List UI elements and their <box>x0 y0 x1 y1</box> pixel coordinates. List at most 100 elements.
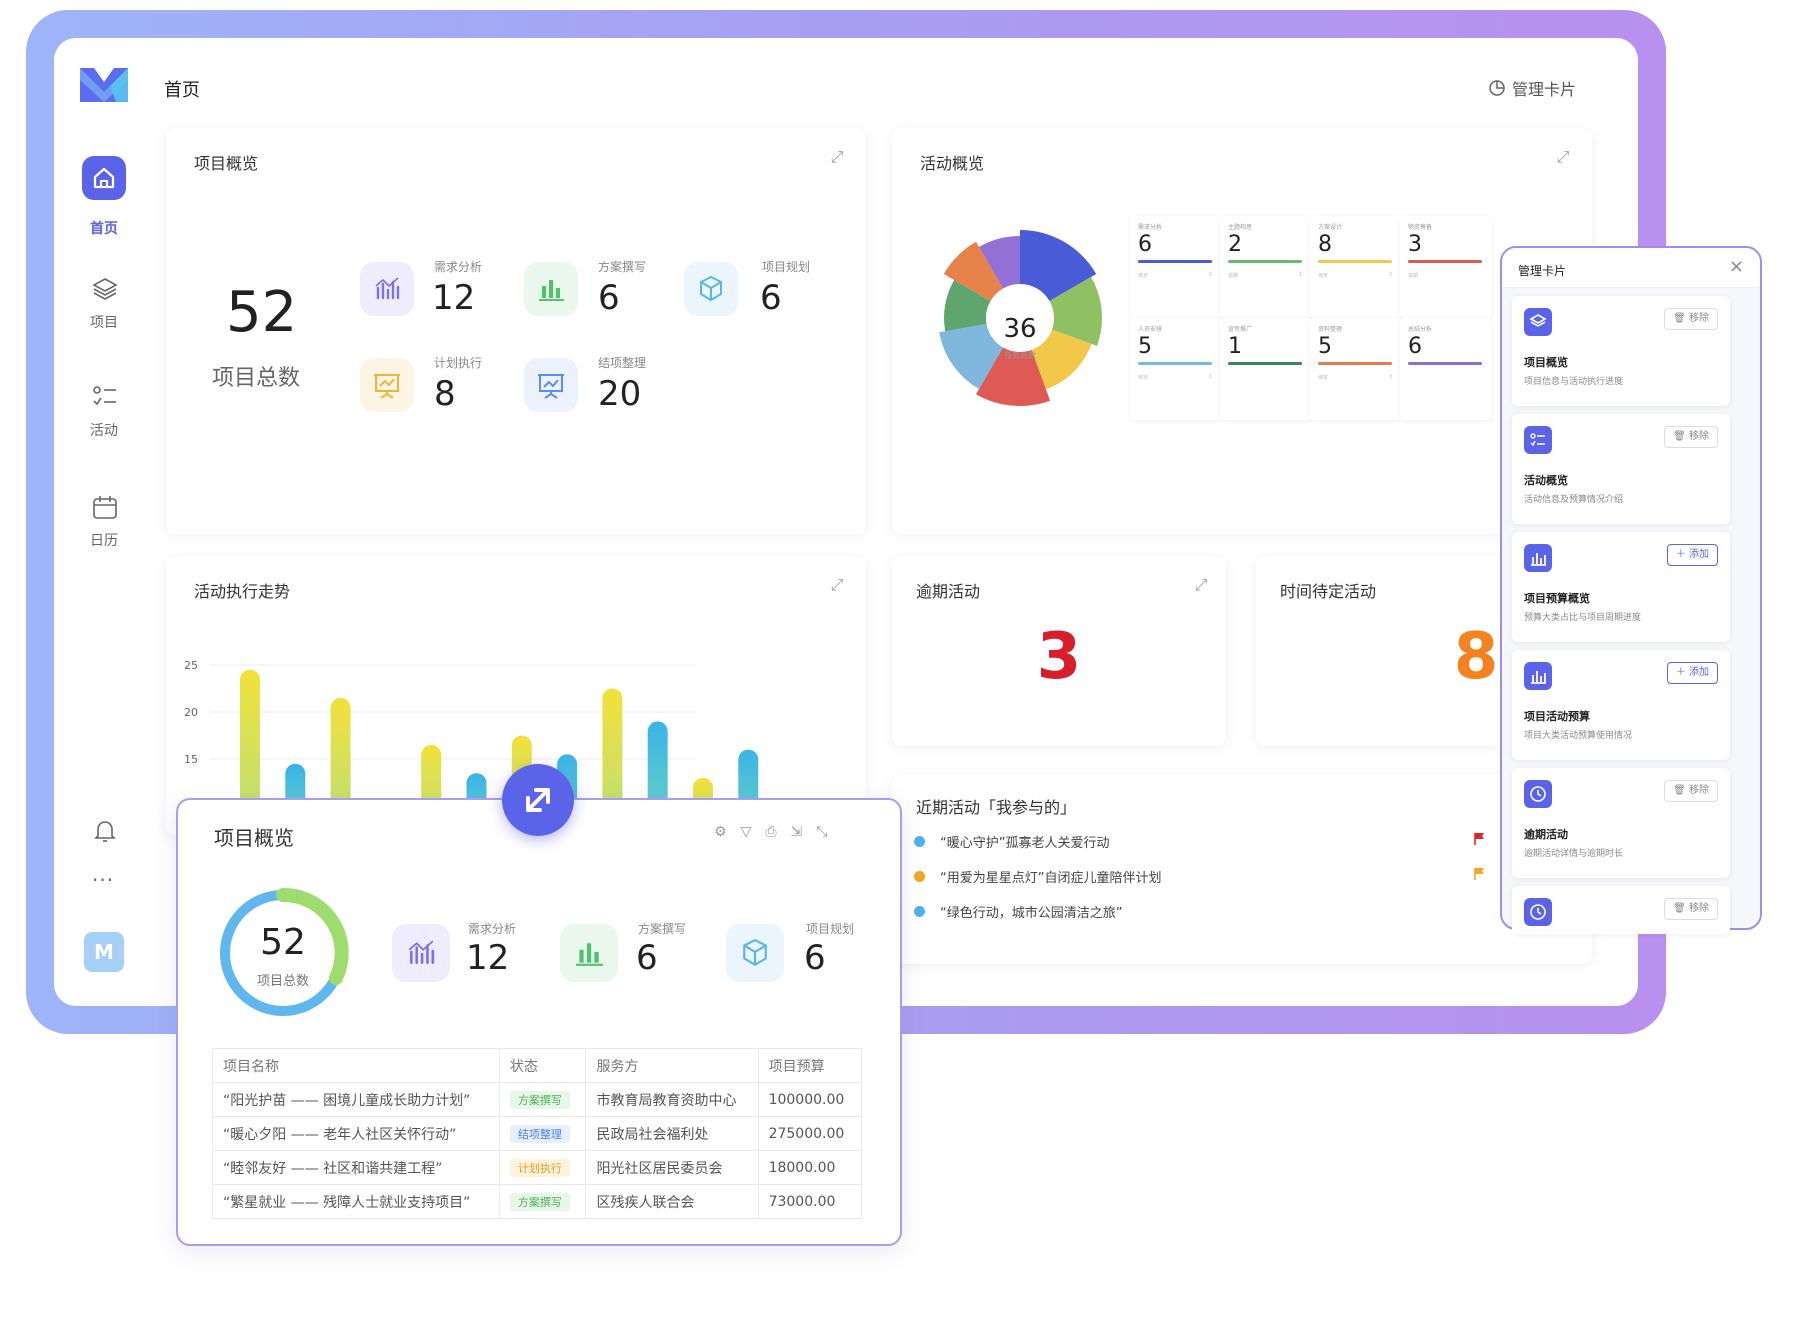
project-name-cell: “睦邻友好 —— 社区和谐共建工程” <box>212 1150 500 1185</box>
project-overview-card: 项目概览 ⤢ 52 项目总数 需求分析 12 方案撰写 6 项目规划 6 计划执… <box>166 128 866 534</box>
expand-arrows-icon <box>526 788 550 812</box>
activity-donut-chart <box>939 230 1102 406</box>
tile-bar <box>1318 362 1392 365</box>
list-icon <box>93 386 116 406</box>
status-cell: 计划执行 <box>498 1150 587 1185</box>
trend-bar[interactable] <box>240 669 260 836</box>
remove-card-button[interactable]: 🗑 移除 <box>1664 308 1718 330</box>
expand-icon[interactable]: ⤢ <box>1194 575 1208 594</box>
card-type-icon <box>1524 898 1552 926</box>
table-row[interactable]: “繁星就业 —— 残障人士就业支持项目” 方案撰写 区残疾人联合会 73000.… <box>212 1184 863 1219</box>
column-header[interactable]: 服务方 <box>585 1048 759 1083</box>
list-item[interactable]: “绿色行动，城市公园清洁之旅” <box>914 902 1122 921</box>
sidebar-home-button[interactable] <box>82 156 126 200</box>
y-tick-label: 25 <box>184 659 198 672</box>
tile-footer-left: 待定 <box>1138 273 1149 279</box>
stat-label: 需求分析 <box>468 922 517 936</box>
remove-card-button[interactable]: 🗑 移除 <box>1664 780 1718 802</box>
table-row[interactable]: “暖心夕阳 —— 老年人社区关怀行动” 结项整理 民政局社会福利处 275000… <box>212 1116 863 1151</box>
page-title: 首页 <box>164 80 200 101</box>
status-dot <box>914 906 925 917</box>
clock-icon <box>1530 904 1546 920</box>
avatar[interactable]: M <box>84 932 124 972</box>
status-dot <box>914 836 925 847</box>
table-row[interactable]: “睦邻友好 —— 社区和谐共建工程” 计划执行 阳光社区居民委员会 18000.… <box>212 1150 863 1185</box>
activity-tile[interactable]: 需求分析 6 待定 2 <box>1130 216 1222 318</box>
list-icon <box>1530 433 1545 447</box>
list-item[interactable]: “用爱为星星点灯”自闭症儿童陪伴计划 <box>914 867 1161 886</box>
service-party-cell: 区残疾人联合会 <box>585 1184 759 1219</box>
expand-icon[interactable]: ⤢ <box>830 575 844 594</box>
more-menu[interactable]: ··· <box>92 868 115 892</box>
remove-card-button[interactable]: 🗑 移除 <box>1664 898 1718 920</box>
sidebar-item-project[interactable]: 项目 <box>90 315 118 331</box>
card-title: 活动执行走势 <box>194 582 291 601</box>
settings-icon[interactable]: ⚙ <box>714 824 727 840</box>
column-header[interactable]: 状态 <box>498 1048 587 1083</box>
bell-icon[interactable] <box>93 818 117 844</box>
filter-icon[interactable]: ▽ <box>740 824 752 840</box>
activity-tile[interactable]: 方案设计 8 待定 2 <box>1310 216 1402 318</box>
stat-label: 方案撰写 <box>598 260 647 274</box>
donut-total: 36 <box>1003 314 1037 344</box>
activity-name: “绿色行动，城市公园清洁之旅” <box>940 906 1123 921</box>
stat-value: 6 <box>598 278 620 318</box>
print-icon[interactable]: ⎙ <box>765 824 777 840</box>
home-icon <box>93 167 115 189</box>
tile-title: 总结分析 <box>1408 326 1433 333</box>
bar-chart-icon <box>408 940 435 964</box>
popup-title: 项目概览 <box>214 826 294 850</box>
tile-value: 2 <box>1228 232 1242 257</box>
activity-tile[interactable]: 主题构思 2 逾期 1 <box>1220 216 1312 318</box>
expand-icon[interactable]: ⤢ <box>830 147 844 166</box>
donut-slice <box>976 347 1051 406</box>
card-type-icon <box>1524 780 1552 808</box>
project-overview-popup: 项目概览 ⚙ ▽ ⎙ ⇲ ⤡ 52 项目总数 需求分析 12 方案撰写 6 项目… <box>176 798 902 1246</box>
tile-footer: 待定 3 <box>1318 374 1392 381</box>
card-type-icon <box>1524 426 1552 454</box>
donut-slice <box>1049 277 1102 347</box>
status-cell: 方案撰写 <box>498 1184 587 1219</box>
manage-cards-button[interactable]: 管理卡片 <box>1488 76 1576 100</box>
sidebar-item-calendar[interactable]: 日历 <box>90 533 118 549</box>
manage-cards-label: 管理卡片 <box>1512 80 1577 99</box>
close-icon[interactable]: × <box>1728 256 1744 277</box>
activity-tile[interactable]: 宣传推广 1 <box>1220 318 1312 420</box>
project-name-cell: “繁星就业 —— 残障人士就业支持项目” <box>212 1184 500 1219</box>
collapse-icon[interactable]: ⤡ <box>816 824 828 840</box>
expand-floating-button[interactable] <box>502 764 574 836</box>
activity-tile[interactable]: 物资筹备 3 逾期 <box>1400 216 1492 318</box>
column-header[interactable]: 项目名称 <box>212 1048 500 1083</box>
calendar-icon <box>93 496 117 519</box>
tile-footer-left: 待定 <box>1318 273 1329 279</box>
popup-total-label: 项目总数 <box>256 974 309 989</box>
remove-card-button[interactable]: 🗑 移除 <box>1664 426 1718 448</box>
manage-card-item: ＋ 添加 项目预算概览 预算大类占比与项目周期进度 <box>1512 532 1730 642</box>
card-name: 活动概览 <box>1524 474 1568 487</box>
service-party-cell: 阳光社区居民委员会 <box>585 1150 759 1185</box>
sidebar-item-home[interactable]: 首页 <box>90 221 118 237</box>
stat-label: 需求分析 <box>434 260 483 274</box>
add-card-button[interactable]: ＋ 添加 <box>1666 544 1718 566</box>
table-row[interactable]: “阳光护苗 —— 困境儿童成长助力计划” 方案撰写 市教育局教育资助中心 100… <box>212 1082 863 1117</box>
donut-label: 任务总数 <box>1004 351 1036 360</box>
card-name: 项目概览 <box>1524 356 1568 369</box>
manage-card-item: 🗑 移除 活动概览 活动信息及预算情况介绍 <box>1512 414 1730 524</box>
export-icon[interactable]: ⇲ <box>790 824 803 840</box>
manage-card-item: 🗑 移除 项目概览 项目信息与活动执行进度 <box>1512 296 1730 406</box>
add-card-button[interactable]: ＋ 添加 <box>1666 662 1718 684</box>
list-item[interactable]: “暖心守护”孤寡老人关爱行动 <box>914 832 1109 851</box>
activity-tile[interactable]: 资料整理 5 待定 3 <box>1310 318 1402 420</box>
activity-tile[interactable]: 总结分析 6 <box>1400 318 1492 420</box>
budget-cell: 275000.00 <box>757 1116 863 1151</box>
sidebar-item-activity[interactable]: 活动 <box>90 423 118 439</box>
activity-tile[interactable]: 人员安排 5 待定 1 <box>1130 318 1222 420</box>
stat-label: 结项整理 <box>598 356 647 370</box>
column-header[interactable]: 项目预算 <box>757 1048 863 1083</box>
card-description: 项目信息与活动执行进度 <box>1524 377 1624 387</box>
tile-title: 人员安排 <box>1138 326 1163 333</box>
stat-value: 20 <box>598 374 642 414</box>
service-party-cell: 市教育局教育资助中心 <box>585 1082 759 1117</box>
expand-icon[interactable]: ⤢ <box>1556 147 1570 166</box>
tile-footer: 待定 2 <box>1318 272 1392 279</box>
